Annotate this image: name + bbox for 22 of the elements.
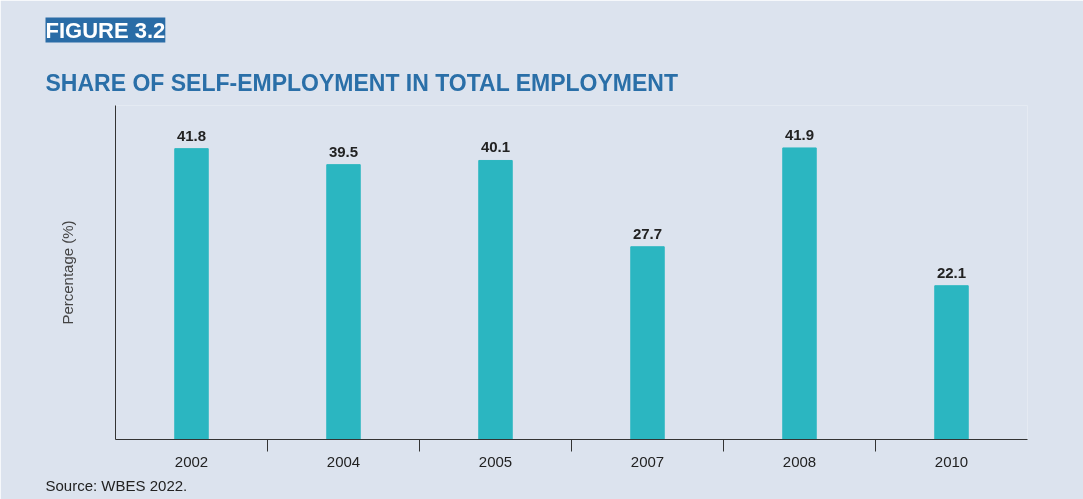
chart-subtitle: FIGURE 3.2 xyxy=(45,17,166,43)
bar xyxy=(782,147,817,440)
bar xyxy=(934,285,969,440)
data-label: 27.7 xyxy=(632,224,663,242)
data-label: 22.1 xyxy=(936,263,967,281)
x-tick-label: 2007 xyxy=(630,452,665,470)
x-tick-label: 2005 xyxy=(478,452,513,470)
x-tick-label: 2010 xyxy=(934,452,969,470)
chart-title: SHARE OF SELF-EMPLOYMENT IN TOTAL EMPLOYMENT xyxy=(45,69,679,96)
y-axis-title: Percentage (%) xyxy=(58,220,76,325)
x-tick-label: 2004 xyxy=(326,452,361,470)
bar xyxy=(174,148,209,440)
data-label: 41.9 xyxy=(784,125,815,143)
data-label: 39.5 xyxy=(328,142,359,160)
bar xyxy=(630,246,665,440)
data-label: 41.8 xyxy=(176,126,207,144)
x-tick-label: 2008 xyxy=(782,452,817,470)
data-label: 40.1 xyxy=(480,138,511,156)
bar xyxy=(326,164,361,440)
bar xyxy=(478,159,513,440)
source-note: Source: WBES 2022. xyxy=(45,476,188,494)
x-tick-label: 2002 xyxy=(174,452,209,470)
